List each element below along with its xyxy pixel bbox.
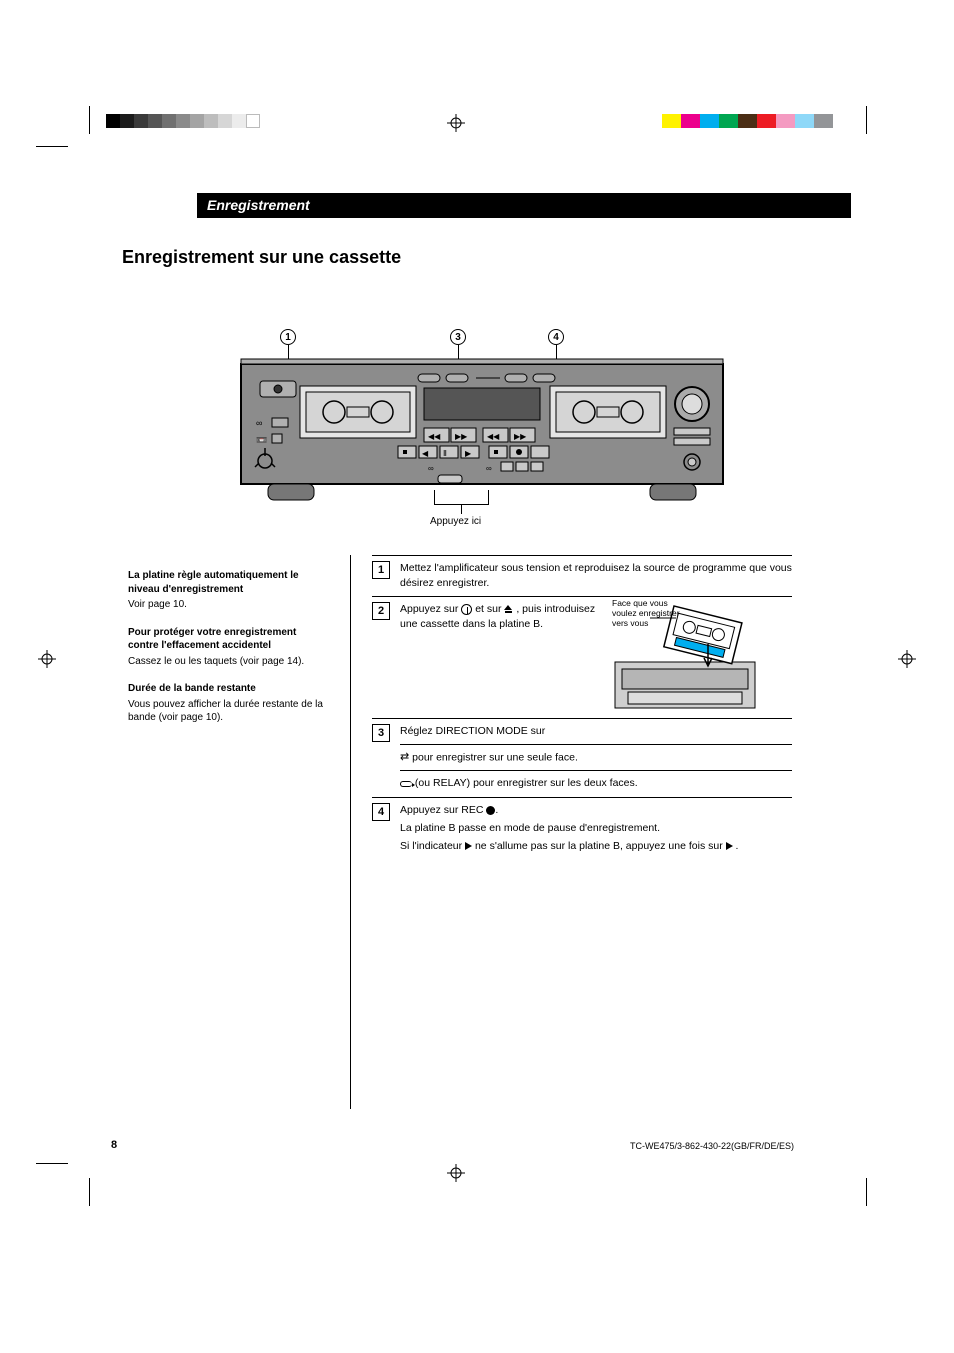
svg-text:📼: 📼 — [256, 435, 267, 445]
crop-tick-left-top — [36, 146, 68, 147]
crop-tick-top-right — [866, 106, 867, 134]
callout-3: 3 — [450, 329, 466, 345]
step-4: 4 Appuyez sur REC . La platine B passe e… — [372, 798, 792, 859]
registration-mark-top — [447, 114, 465, 132]
steps-container: 1 Mettez l'amplificateur sous tension et… — [372, 555, 792, 859]
step-1: 1 Mettez l'amplificateur sous tension et… — [372, 556, 792, 596]
step-4-text: Appuyez sur REC . La platine B passe en … — [400, 803, 792, 853]
color-calibration-bar — [662, 114, 833, 128]
svg-text:▶: ▶ — [465, 449, 472, 458]
registration-mark-right — [898, 650, 916, 668]
grayscale-calibration-bar — [106, 114, 260, 128]
registration-mark-left — [38, 650, 56, 668]
section-header-text: Enregistrement — [197, 193, 851, 217]
power-icon — [461, 604, 472, 615]
crop-tick-bottom-left — [89, 1178, 90, 1206]
svg-text:▶▶: ▶▶ — [455, 432, 468, 441]
note-3-heading: Durée de la bande restante — [128, 682, 328, 696]
section-title: Enregistrement sur une cassette — [122, 247, 602, 268]
cassette-inset-label: Face que vous voulez enregistrer vers vo… — [612, 599, 682, 628]
step-4-num: 4 — [372, 803, 390, 821]
crop-tick-top-left — [89, 106, 90, 134]
left-notes: La platine règle automatiquement le nive… — [128, 569, 328, 733]
svg-text:∞: ∞ — [486, 464, 492, 473]
crop-tick-bottom-right — [866, 1178, 867, 1206]
eject-icon — [504, 605, 513, 614]
play-icon-inline-1 — [465, 842, 472, 850]
press-here-line-v2 — [488, 490, 489, 504]
step-3-text: Réglez DIRECTION MODE sur ⇄ pour enregis… — [400, 724, 792, 791]
page-number: 8 — [111, 1139, 117, 1151]
record-dot-icon — [486, 806, 495, 815]
note-1-heading: La platine règle automatiquement le nive… — [128, 569, 328, 596]
svg-text:Ⅱ: Ⅱ — [443, 449, 447, 458]
step-2: 2 Appuyez sur et sur , puis introduisez … — [372, 597, 792, 718]
press-here-line-v3 — [461, 504, 462, 514]
direction-loop-icon — [400, 781, 412, 787]
callout-1: 1 — [280, 329, 296, 345]
step-2-num: 2 — [372, 602, 390, 620]
registration-mark-bottom — [447, 1164, 465, 1182]
svg-text:◀: ◀ — [422, 449, 429, 458]
press-here-label: Appuyez ici — [430, 516, 481, 527]
section-header-bar: Enregistrement — [197, 193, 851, 218]
svg-text:∞: ∞ — [256, 418, 262, 428]
svg-text:▶▶: ▶▶ — [514, 432, 527, 441]
step-3-num: 3 — [372, 724, 390, 742]
step-1-text: Mettez l'amplificateur sous tension et r… — [400, 561, 792, 590]
device-diagram: ∞ 📼 ◀◀ ▶▶ ◀◀ ▶▶ ◀ Ⅱ ▶ ∞ ∞ — [238, 356, 726, 508]
svg-text:◀◀: ◀◀ — [428, 432, 441, 441]
note-3-body: Vous pouvez afficher la durée restante d… — [128, 698, 328, 725]
play-icon-inline-2 — [726, 842, 733, 850]
column-divider — [350, 555, 351, 1109]
footer-filename: TC-WE475/3-862-430-22(GB/FR/DE/ES) — [630, 1141, 794, 1151]
press-here-line-v1 — [434, 490, 435, 504]
step-3: 3 Réglez DIRECTION MODE sur ⇄ pour enreg… — [372, 719, 792, 797]
note-2-heading: Pour protéger votre enregistrement contr… — [128, 626, 328, 653]
step-2-text: Appuyez sur et sur , puis introduisez un… — [400, 602, 600, 631]
callout-4: 4 — [548, 329, 564, 345]
direction-both-icon: ⇄ — [400, 750, 409, 765]
crop-tick-left-bottom — [36, 1163, 68, 1164]
note-1-body: Voir page 10. — [128, 598, 328, 612]
step-1-num: 1 — [372, 561, 390, 579]
note-2-body: Cassez le ou les taquets (voir page 14). — [128, 655, 328, 669]
svg-text:∞: ∞ — [428, 464, 434, 473]
svg-text:◀◀: ◀◀ — [487, 432, 500, 441]
